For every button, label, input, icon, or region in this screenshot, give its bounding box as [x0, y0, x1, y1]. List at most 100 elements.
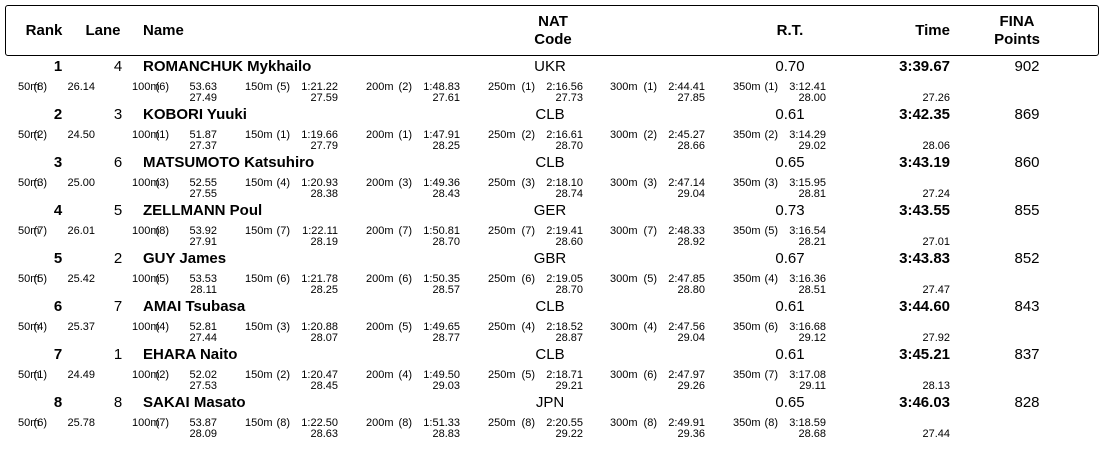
- split-distance: 250m: [488, 273, 516, 285]
- lap-time: 28.70: [555, 284, 583, 296]
- lane: 7: [113, 298, 123, 315]
- lap-time: 27.73: [555, 92, 583, 104]
- split-time: 2:44.41: [668, 81, 705, 93]
- final-time: 3:43.83: [899, 250, 950, 267]
- lap-time: 28.60: [555, 236, 583, 248]
- lane: 4: [113, 58, 123, 75]
- split-distance: 50m: [18, 225, 40, 237]
- split-distance: 250m: [488, 225, 516, 237]
- split-rank: (5): [398, 321, 412, 333]
- split-time: 52.02: [189, 369, 217, 381]
- split-distance: 50m: [18, 417, 40, 429]
- split-rank: (6): [764, 321, 778, 333]
- split-distance: 100m: [132, 321, 160, 333]
- split-distance: 300m: [610, 81, 638, 93]
- split-time: 2:18.71: [546, 369, 583, 381]
- split-time: 1:19.66: [301, 129, 338, 141]
- split-rank: (7): [33, 225, 47, 237]
- split-rank: (3): [155, 177, 169, 189]
- split-time: 51.87: [189, 129, 217, 141]
- split-distance: 150m: [245, 177, 273, 189]
- fina-points: 852: [1014, 250, 1040, 267]
- rank: 5: [53, 250, 63, 267]
- lap-time: 28.70: [555, 140, 583, 152]
- split-time: 25.78: [67, 417, 95, 429]
- split-distance: 350m: [733, 177, 761, 189]
- lap-time: 29.21: [555, 380, 583, 392]
- split-rank: (8): [521, 417, 535, 429]
- split-rank: (6): [398, 273, 412, 285]
- lap-time: 28.00: [798, 92, 826, 104]
- swimmer-name: AMAI Tsubasa: [143, 298, 246, 315]
- header-nat: Code: [534, 31, 572, 48]
- split-time: 2:18.10: [546, 177, 583, 189]
- split-rank: (6): [643, 369, 657, 381]
- split-distance: 300m: [610, 129, 638, 141]
- reaction-time: 0.61: [775, 346, 805, 363]
- split-time: 1:50.35: [423, 273, 460, 285]
- lap-time: 28.25: [310, 284, 338, 296]
- split-distance: 100m: [132, 177, 160, 189]
- split-time: 1:49.50: [423, 369, 460, 381]
- header-nat: NAT: [538, 13, 568, 30]
- split-time: 2:20.55: [546, 417, 583, 429]
- split-distance: 50m: [18, 81, 40, 93]
- final-time: 3:42.35: [899, 106, 950, 123]
- split-rank: (5): [643, 273, 657, 285]
- lane: 2: [113, 250, 123, 267]
- header-time: Time: [915, 22, 950, 39]
- lap-time: 27.91: [189, 236, 217, 248]
- lap-time: 27.53: [189, 380, 217, 392]
- split-time: 24.49: [67, 369, 95, 381]
- split-rank: (8): [155, 225, 169, 237]
- split-distance: 350m: [733, 225, 761, 237]
- split-time: 1:21.22: [301, 81, 338, 93]
- swimmer-name: ROMANCHUK Mykhailo: [143, 58, 312, 75]
- split-distance: 350m: [733, 321, 761, 333]
- nat-code: CLB: [535, 298, 565, 315]
- split-distance: 300m: [610, 225, 638, 237]
- rank: 1: [53, 58, 63, 75]
- split-rank: (1): [521, 81, 535, 93]
- split-time: 1:47.91: [423, 129, 460, 141]
- split-distance: 100m: [132, 273, 160, 285]
- split-rank: (1): [764, 81, 778, 93]
- fina-points: 828: [1014, 394, 1040, 411]
- nat-code: GBR: [533, 250, 567, 267]
- split-time: 3:16.36: [789, 273, 826, 285]
- lap-time: 27.55: [189, 188, 217, 200]
- last-lap: 27.26: [922, 92, 950, 104]
- split-time: 1:22.11: [302, 225, 338, 237]
- lap-time: 29.11: [799, 380, 826, 392]
- split-time: 1:20.47: [301, 369, 338, 381]
- split-rank: (3): [33, 177, 47, 189]
- split-distance: 100m: [132, 369, 160, 381]
- swimmer-name: MATSUMOTO Katsuhiro: [143, 154, 315, 171]
- split-time: 52.81: [189, 321, 217, 333]
- split-time: 2:48.33: [668, 225, 705, 237]
- split-distance: 150m: [245, 321, 273, 333]
- split-rank: (5): [521, 369, 535, 381]
- split-distance: 300m: [610, 417, 638, 429]
- lap-time: 27.49: [189, 92, 217, 104]
- lap-time: 28.11: [190, 284, 217, 296]
- split-rank: (5): [764, 225, 778, 237]
- split-time: 25.42: [67, 273, 95, 285]
- split-time: 3:12.41: [789, 81, 826, 93]
- split-rank: (2): [33, 129, 47, 141]
- nat-code: CLB: [535, 154, 565, 171]
- last-lap: 27.44: [922, 428, 950, 440]
- split-time: 3:16.54: [789, 225, 826, 237]
- split-distance: 250m: [488, 81, 516, 93]
- reaction-time: 0.61: [775, 106, 805, 123]
- split-rank: (2): [521, 129, 535, 141]
- lap-time: 28.38: [310, 188, 338, 200]
- lap-time: 29.04: [677, 188, 705, 200]
- rank: 2: [53, 106, 63, 123]
- split-distance: 300m: [610, 273, 638, 285]
- split-rank: (8): [764, 417, 778, 429]
- lap-time: 29.02: [798, 140, 826, 152]
- split-distance: 200m: [366, 225, 394, 237]
- split-rank: (3): [398, 177, 412, 189]
- split-rank: (1): [276, 129, 290, 141]
